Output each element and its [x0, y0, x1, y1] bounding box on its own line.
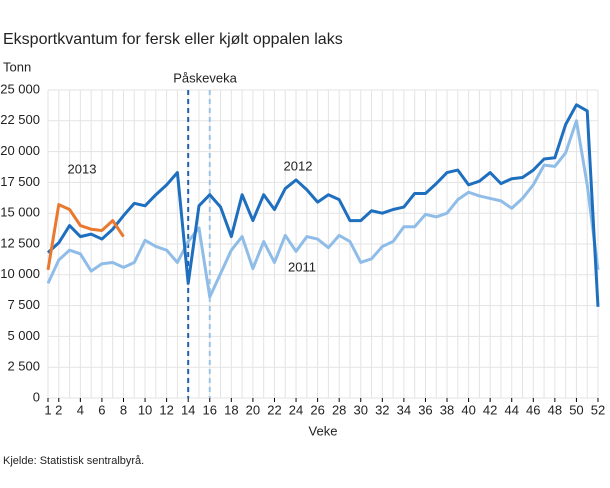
- y-axis-label: Tonn: [3, 59, 31, 74]
- y-tick-label: 7 500: [7, 297, 40, 312]
- series-label: 2011: [288, 259, 316, 274]
- x-tick-label: 26: [310, 402, 324, 417]
- chart-title: Eksportkvantum for fersk eller kjølt opp…: [3, 31, 343, 48]
- y-tick-label: 15 000: [0, 205, 40, 220]
- y-tick-label: 12 500: [0, 235, 40, 250]
- y-tick-label: 0: [33, 389, 40, 404]
- x-tick-label: 38: [440, 402, 454, 417]
- x-tick-label: 42: [483, 402, 497, 417]
- x-tick-label: 44: [504, 402, 518, 417]
- x-tick-label: 28: [332, 402, 346, 417]
- x-tick-label: 14: [181, 402, 195, 417]
- x-tick-label: 6: [98, 402, 105, 417]
- series-line: [46, 203, 125, 271]
- x-tick-label: 22: [267, 402, 281, 417]
- y-tick-label: 10 000: [0, 266, 40, 281]
- y-tick-label: 20 000: [0, 143, 40, 158]
- x-tick-label: 34: [397, 402, 411, 417]
- x-tick-label: 30: [354, 402, 368, 417]
- x-tick-label: 50: [569, 402, 583, 417]
- x-tick-label: 48: [548, 402, 562, 417]
- x-tick-label: 20: [246, 402, 260, 417]
- x-tick-label: 10: [138, 402, 152, 417]
- source: Kjelde: Statistisk sentralbyrå.: [3, 455, 144, 467]
- series-line: [46, 103, 600, 307]
- y-tick-label: 17 500: [0, 174, 40, 189]
- x-axis-label: Veke: [309, 423, 338, 438]
- x-tick-label: 8: [120, 402, 127, 417]
- x-tick-label: 32: [375, 402, 389, 417]
- x-tick-label: 2: [55, 402, 62, 417]
- x-tick-label: 40: [461, 402, 475, 417]
- series-label: 2012: [284, 158, 313, 173]
- x-tick-label: 16: [203, 402, 217, 417]
- x-tick-label: 52: [591, 402, 605, 417]
- x-tick-label: 36: [418, 402, 432, 417]
- annotation: Påskeveka: [173, 70, 237, 85]
- y-tick-label: 22 500: [0, 112, 40, 127]
- x-tick-label: 12: [159, 402, 173, 417]
- series-line: [46, 119, 600, 299]
- x-tick-label: 1: [44, 402, 51, 417]
- y-tick-label: 25 000: [0, 81, 40, 96]
- x-tick-label: 18: [224, 402, 238, 417]
- y-tick-label: 5 000: [7, 328, 40, 343]
- series-label: 2013: [68, 161, 97, 176]
- x-tick-label: 24: [289, 402, 303, 417]
- x-tick-label: 4: [77, 402, 84, 417]
- x-tick-label: 46: [526, 402, 540, 417]
- y-tick-label: 2 500: [7, 359, 40, 374]
